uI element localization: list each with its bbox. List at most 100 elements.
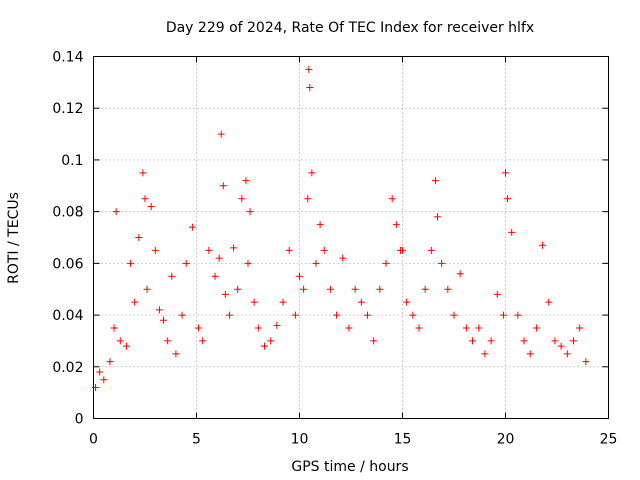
data-points <box>92 65 590 391</box>
data-point <box>421 285 429 293</box>
data-point <box>242 177 250 185</box>
data-point <box>493 290 501 298</box>
data-point <box>434 213 442 221</box>
data-point <box>409 311 417 319</box>
data-point <box>333 311 341 319</box>
data-point <box>155 306 163 314</box>
data-point <box>100 376 108 384</box>
data-point <box>300 285 308 293</box>
data-point <box>469 337 477 345</box>
data-point <box>304 195 312 203</box>
x-tick-label: 20 <box>497 432 515 448</box>
data-point <box>217 130 225 138</box>
y-tick-label: 0.12 <box>52 101 83 117</box>
data-point <box>112 208 120 216</box>
data-point <box>164 337 172 345</box>
data-point <box>188 223 196 231</box>
data-point <box>305 65 313 73</box>
x-tick-label: 5 <box>192 432 201 448</box>
data-point <box>481 350 489 358</box>
data-point <box>514 311 522 319</box>
data-point <box>308 169 316 177</box>
data-point <box>147 202 155 210</box>
data-point <box>403 298 411 306</box>
data-point <box>195 324 203 332</box>
data-point <box>438 259 446 267</box>
y-tick-label: 0.04 <box>52 308 83 324</box>
data-point <box>230 244 238 252</box>
data-point <box>106 358 114 366</box>
data-point <box>376 285 384 293</box>
data-point <box>545 298 553 306</box>
data-point <box>382 259 390 267</box>
data-point <box>363 311 371 319</box>
data-point <box>219 182 227 190</box>
data-point <box>296 272 303 280</box>
data-point <box>508 228 516 236</box>
plot-frame <box>93 56 609 419</box>
data-point <box>526 350 534 358</box>
data-point <box>131 298 139 306</box>
data-point <box>388 195 396 203</box>
data-point <box>254 324 262 332</box>
data-point <box>260 342 268 350</box>
data-point <box>135 234 143 241</box>
y-tick-label: 0.1 <box>61 153 83 169</box>
data-point <box>351 285 359 293</box>
axes: 0 5 10 15 20 25 0 0.02 0.04 0.06 0.08 0.1 0.12 0.14 <box>52 50 617 448</box>
data-point <box>345 324 353 332</box>
data-point <box>116 337 124 345</box>
data-point <box>199 337 207 345</box>
x-tick-label: 10 <box>291 432 309 448</box>
data-point <box>576 324 584 332</box>
data-point <box>431 177 439 185</box>
data-point <box>532 324 540 332</box>
y-tick-label: 0.08 <box>52 205 83 221</box>
data-point <box>312 259 320 267</box>
data-point <box>444 285 452 293</box>
data-point <box>427 246 435 254</box>
data-point <box>267 337 275 345</box>
data-point <box>205 246 213 254</box>
data-point <box>143 285 151 293</box>
data-point <box>487 337 495 345</box>
data-point <box>392 221 400 229</box>
data-point <box>225 311 233 319</box>
data-point <box>306 84 314 92</box>
y-tick-label: 0.02 <box>52 360 83 376</box>
data-point <box>326 285 334 293</box>
data-point <box>504 195 512 203</box>
data-point <box>502 169 509 177</box>
data-point <box>415 324 423 332</box>
data-point <box>551 337 559 345</box>
data-point <box>250 298 258 306</box>
data-point <box>475 324 483 332</box>
grid <box>93 56 609 419</box>
chart-title: Day 229 of 2024, Rate Of TEC Index for r… <box>166 20 534 36</box>
data-point <box>141 195 149 203</box>
data-point <box>316 221 324 229</box>
data-point <box>168 272 176 280</box>
data-point <box>456 270 464 278</box>
data-point <box>320 246 328 254</box>
data-point <box>370 337 378 345</box>
data-point <box>273 321 281 329</box>
data-point <box>151 246 159 254</box>
data-point <box>211 272 219 280</box>
data-point <box>96 368 104 376</box>
y-tick-label: 0.06 <box>52 256 83 272</box>
y-axis-label: ROTI / TECUs <box>6 192 22 284</box>
data-point <box>462 324 470 332</box>
data-point <box>582 358 590 366</box>
data-point <box>279 298 287 306</box>
data-point <box>339 254 347 262</box>
data-point <box>557 342 565 350</box>
data-point <box>539 241 547 249</box>
x-axis-label: GPS time / hours <box>291 459 408 475</box>
data-point <box>357 298 365 306</box>
data-point <box>160 316 168 324</box>
data-point <box>172 350 180 358</box>
data-point <box>182 259 190 267</box>
data-point <box>234 285 242 293</box>
x-tick-label: 25 <box>600 432 618 448</box>
